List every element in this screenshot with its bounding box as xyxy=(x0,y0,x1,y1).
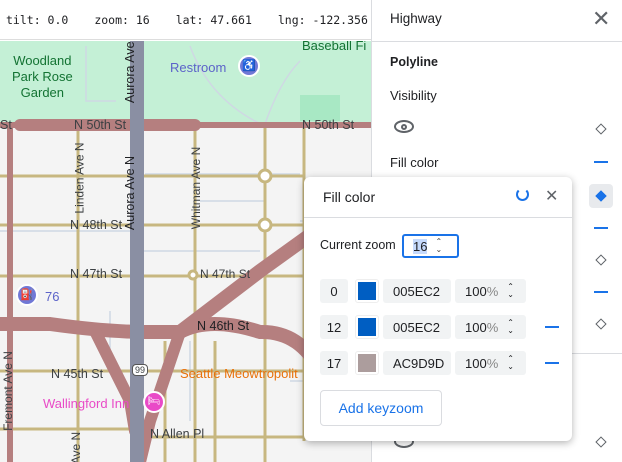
hex-input[interactable]: 005EC2 xyxy=(383,279,451,303)
street-label: N 48th St xyxy=(70,218,123,232)
street-label: Ave N xyxy=(69,431,84,462)
park-label-line: Woodland xyxy=(13,53,72,68)
street-label: N 47th St xyxy=(200,267,251,281)
popup-title: Fill color xyxy=(323,189,376,205)
street-label: N Allen Pl xyxy=(150,427,205,441)
hex-input[interactable]: AC9D9D xyxy=(383,351,451,375)
tilt-readout: tilt: 0.0 xyxy=(6,12,69,27)
fill-color-popup: Fill color ✕ Current zoom 16 ⌃ ⌄ 0 005EC2… xyxy=(304,177,572,441)
color-swatch-fill[interactable] xyxy=(358,318,376,336)
color-swatch-fill[interactable] xyxy=(358,282,376,300)
restroom-label[interactable]: Restroom xyxy=(170,60,227,75)
keyzoom-level-value[interactable]: 12 xyxy=(326,319,342,335)
street-label: N 45th St xyxy=(51,367,104,381)
aurora-ave-road xyxy=(130,41,144,462)
street-label: Whitman Ave N xyxy=(189,146,204,230)
remove-keyzoom-icon[interactable] xyxy=(545,326,559,328)
remove-keyzoom-icon[interactable] xyxy=(545,362,559,364)
opacity-unit: % xyxy=(486,319,499,335)
opacity-stepper[interactable]: 100% ⌃ ⌄ xyxy=(455,315,526,339)
keyzoom-level-value[interactable]: 17 xyxy=(326,355,342,371)
opacity-value[interactable]: 100 xyxy=(465,283,487,299)
keyzoom-level-value[interactable]: 0 xyxy=(330,283,338,299)
keyframe-diamond-active-icon[interactable] xyxy=(589,184,613,208)
close-icon[interactable]: ✕ xyxy=(592,6,611,31)
keyframe-diamond-icon[interactable] xyxy=(593,434,609,450)
color-swatch[interactable] xyxy=(355,279,379,303)
stepper-arrows-icon[interactable]: ⌃ ⌄ xyxy=(507,282,514,299)
street-label: N 47th St xyxy=(70,267,123,281)
add-keyzoom-button[interactable]: Add keyzoom xyxy=(320,390,442,426)
opacity-unit: % xyxy=(486,283,499,299)
stepper-arrows-icon[interactable]: ⌃ ⌄ xyxy=(507,354,514,371)
opacity-value[interactable]: 100 xyxy=(465,355,487,371)
opacity-unit: % xyxy=(486,355,499,371)
hex-input[interactable]: 005EC2 xyxy=(383,315,451,339)
restroom-icon[interactable]: ♿ xyxy=(238,55,260,77)
remove-icon[interactable] xyxy=(593,284,609,300)
street-label: N 50th St xyxy=(74,118,127,132)
opacity-value[interactable]: 100 xyxy=(465,319,487,335)
fill-color-label[interactable]: Fill color xyxy=(390,155,439,170)
opacity-stepper[interactable]: 100% ⌃ ⌄ xyxy=(455,279,526,303)
baseball-label[interactable]: Baseball Fi xyxy=(302,41,367,53)
camera-status-bar: tilt: 0.0 zoom: 16 lat: 47.661 lng: -122… xyxy=(0,0,371,40)
current-zoom-stepper[interactable]: 16 ⌃ ⌄ xyxy=(402,234,459,258)
close-icon[interactable]: ✕ xyxy=(545,188,559,205)
color-swatch-fill[interactable] xyxy=(358,354,376,372)
divider xyxy=(372,41,622,42)
color-swatch[interactable] xyxy=(355,351,379,375)
street-label: Linden Ave N xyxy=(72,142,87,214)
roundabout xyxy=(257,217,273,233)
street-label: Aurora Ave N xyxy=(123,155,138,231)
keyframe-diamond-icon[interactable] xyxy=(593,121,609,137)
street-label: Fremont Ave N xyxy=(0,351,15,431)
section-heading: Polyline xyxy=(390,55,438,69)
current-zoom-label: Current zoom xyxy=(320,238,396,252)
hotel-label[interactable]: Wallingford Inn xyxy=(43,396,130,411)
zoom-readout: zoom: 16 xyxy=(94,12,150,27)
stepper-arrows-icon[interactable]: ⌃ ⌄ xyxy=(435,237,443,254)
highway-shield: 99 xyxy=(132,364,149,376)
keyframe-diamond-icon[interactable] xyxy=(593,252,609,268)
hotel-icon[interactable]: 🛏 xyxy=(143,391,165,413)
keyframe-diamond-icon[interactable] xyxy=(593,316,609,332)
color-swatch[interactable] xyxy=(355,315,379,339)
keyzoom-level[interactable]: 17 xyxy=(320,351,348,375)
hex-value[interactable]: 005EC2 xyxy=(393,283,440,299)
street-label: St xyxy=(0,118,12,132)
gas-station-icon[interactable]: ⛽ xyxy=(16,284,38,306)
restaurant-label[interactable]: Seattle Meowtropolit xyxy=(180,366,298,381)
keyzoom-level[interactable]: 12 xyxy=(320,315,348,339)
opacity-stepper[interactable]: 100% ⌃ ⌄ xyxy=(455,351,526,375)
park-label-line: Garden xyxy=(20,85,65,100)
visibility-label: Visibility xyxy=(390,88,437,103)
remove-icon[interactable] xyxy=(593,154,609,170)
divider xyxy=(304,217,572,218)
eye-icon[interactable] xyxy=(394,120,414,133)
reset-icon[interactable] xyxy=(516,188,529,201)
street-label: N 46th St xyxy=(197,319,250,333)
panel-title: Highway xyxy=(390,11,442,26)
lat-readout: lat: 47.661 xyxy=(175,12,252,27)
park-label: Woodland Park Rose Garden xyxy=(12,53,73,101)
stepper-arrows-icon[interactable]: ⌃ ⌄ xyxy=(507,318,514,335)
park-label-line: Park Rose xyxy=(12,69,73,84)
gas-station-label[interactable]: 76 xyxy=(45,289,60,304)
keyzoom-level[interactable]: 0 xyxy=(320,279,348,303)
hex-value[interactable]: 005EC2 xyxy=(393,319,440,335)
street-label: N 50th St xyxy=(302,118,355,132)
current-zoom-value[interactable]: 16 xyxy=(413,238,428,254)
street-label: Aurora Ave N xyxy=(123,41,138,104)
hex-value[interactable]: AC9D9D xyxy=(393,355,445,371)
lng-readout: lng: -122.356 xyxy=(277,12,368,27)
roundabout xyxy=(257,168,273,184)
remove-icon[interactable] xyxy=(593,220,609,236)
